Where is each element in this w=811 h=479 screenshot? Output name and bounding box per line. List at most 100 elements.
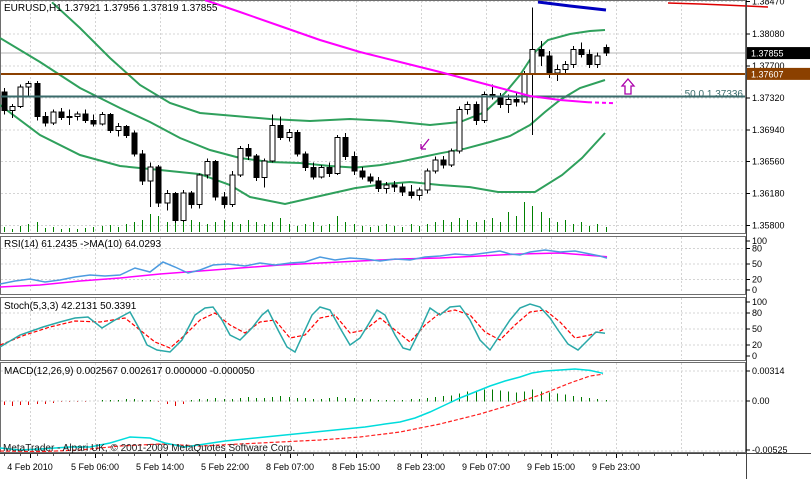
rsi-line xyxy=(0,249,608,285)
candle-body xyxy=(1,91,8,112)
bid-price-box-text: 1.37855 xyxy=(751,49,784,59)
candle-body xyxy=(375,180,382,190)
candle-body xyxy=(131,132,138,155)
blue-trendline-object xyxy=(537,0,607,12)
pane-0-background[interactable] xyxy=(0,0,746,234)
pane-3-background[interactable] xyxy=(0,362,746,453)
candle-body xyxy=(529,48,536,75)
price-axis-label: 1.38470 xyxy=(752,0,785,6)
candle-body xyxy=(318,167,325,178)
macd-pane-label: MACD(12,26,9) 0.002567 0.002617 0.000000… xyxy=(4,366,255,377)
candle-body xyxy=(456,109,463,152)
candle-body xyxy=(66,115,73,118)
candle-body xyxy=(473,104,480,122)
candle-body xyxy=(269,125,276,162)
candle-body xyxy=(505,99,512,106)
indicator-axis-label: 0 xyxy=(752,351,757,361)
candle-body xyxy=(546,55,553,74)
time-axis-label: 8 Feb 07:00 xyxy=(266,462,314,472)
candle-body xyxy=(172,193,179,221)
indicator-axis-label: 20 xyxy=(752,340,762,350)
price-axis-label: 1.36940 xyxy=(752,125,785,135)
candle-body xyxy=(440,159,447,166)
price-axis-label: 1.38080 xyxy=(752,29,785,39)
time-axis-label: 8 Feb 15:00 xyxy=(332,462,380,472)
candle-body xyxy=(302,153,309,169)
candle-body xyxy=(554,68,561,74)
indicator-axis-label: 0 xyxy=(752,285,757,295)
stoch-k-line xyxy=(0,303,606,354)
candle-body xyxy=(221,196,228,206)
small-arrow-object[interactable] xyxy=(420,138,430,150)
candle-body xyxy=(34,83,41,117)
candle-body xyxy=(399,186,406,193)
candle-body xyxy=(212,161,219,198)
candle-body xyxy=(277,125,284,138)
macd-axis-label: 0.00314 xyxy=(752,366,785,376)
time-axis-label: 5 Feb 22:00 xyxy=(201,462,249,472)
bb_upper-line xyxy=(51,1,606,127)
time-axis-label: 4 Feb 2010 xyxy=(7,462,53,472)
candle-body xyxy=(578,48,585,55)
candle-body xyxy=(147,166,154,182)
candle-body xyxy=(513,99,520,103)
candle-body xyxy=(253,155,260,179)
indicator-axis-label: 100 xyxy=(752,297,767,307)
indicator-axis-label: 80 xyxy=(752,308,762,318)
brown-line-price-box-text: 1.37607 xyxy=(751,69,784,79)
candle-body xyxy=(603,47,610,54)
candle-body xyxy=(123,125,130,137)
time-axis-label: 8 Feb 23:00 xyxy=(397,462,445,472)
price-axis-label: 1.35800 xyxy=(752,220,785,230)
candle-body xyxy=(74,113,81,117)
candle-body xyxy=(570,48,577,65)
bid-price-box xyxy=(747,47,810,60)
time-axis-label: 5 Feb 14:00 xyxy=(136,462,184,472)
candle-body xyxy=(245,147,252,157)
candle-body xyxy=(286,131,293,138)
indicator-axis-label: 50 xyxy=(752,324,762,334)
candle-body xyxy=(237,147,244,176)
candle-body xyxy=(326,167,333,174)
time-axis-label: 9 Feb 23:00 xyxy=(592,462,640,472)
red-trendline-object xyxy=(667,2,769,8)
candle-body xyxy=(294,131,301,155)
candle-body xyxy=(538,48,545,57)
candle-body xyxy=(82,113,89,122)
up-arrow-object[interactable] xyxy=(620,78,636,95)
candle-body xyxy=(310,167,317,178)
brown-line-price-box xyxy=(747,67,810,80)
pane-1-background[interactable] xyxy=(0,236,746,295)
indicator-axis-label: 20 xyxy=(752,275,762,285)
candle-body xyxy=(155,166,162,204)
price-axis-label: 1.37700 xyxy=(752,61,785,71)
candle-body xyxy=(25,83,32,88)
macd-axis-label: 0.00 xyxy=(752,396,770,406)
stoch-pane-label: Stoch(5,3,3) 42.2131 50.3391 xyxy=(4,301,137,312)
candle-body xyxy=(432,159,439,172)
candle-body xyxy=(90,120,97,125)
price-axis-label: 1.36560 xyxy=(752,157,785,167)
chart-title: EURUSD,H1 1.37921 1.37956 1.37819 1.3785… xyxy=(4,3,218,14)
indicator-axis-label: 80 xyxy=(752,243,762,253)
rsi-ma-line xyxy=(0,252,608,288)
copyright-text: MetaTrader - Alpari UK, © 2001-2009 Meta… xyxy=(3,443,295,454)
fibo-level-label: 50.0 1.37336 xyxy=(685,89,744,100)
rsi-pane-label: RSI(14) 61.2435 ->MA(10) 64.0293 xyxy=(4,239,161,250)
price-axis-label: 1.36180 xyxy=(752,189,785,199)
candle-body xyxy=(562,63,569,70)
candle-body xyxy=(359,170,366,178)
magenta-ma-dash xyxy=(587,101,616,105)
candle-body xyxy=(107,114,114,132)
candle-body xyxy=(424,170,431,191)
candle-body xyxy=(464,104,471,111)
candle-body xyxy=(481,94,488,122)
time-axis-label: 9 Feb 07:00 xyxy=(462,462,510,472)
candle-body xyxy=(351,156,358,172)
time-axis-label: 9 Feb 15:00 xyxy=(527,462,575,472)
candle-body xyxy=(594,55,601,65)
candle-body xyxy=(586,53,593,65)
